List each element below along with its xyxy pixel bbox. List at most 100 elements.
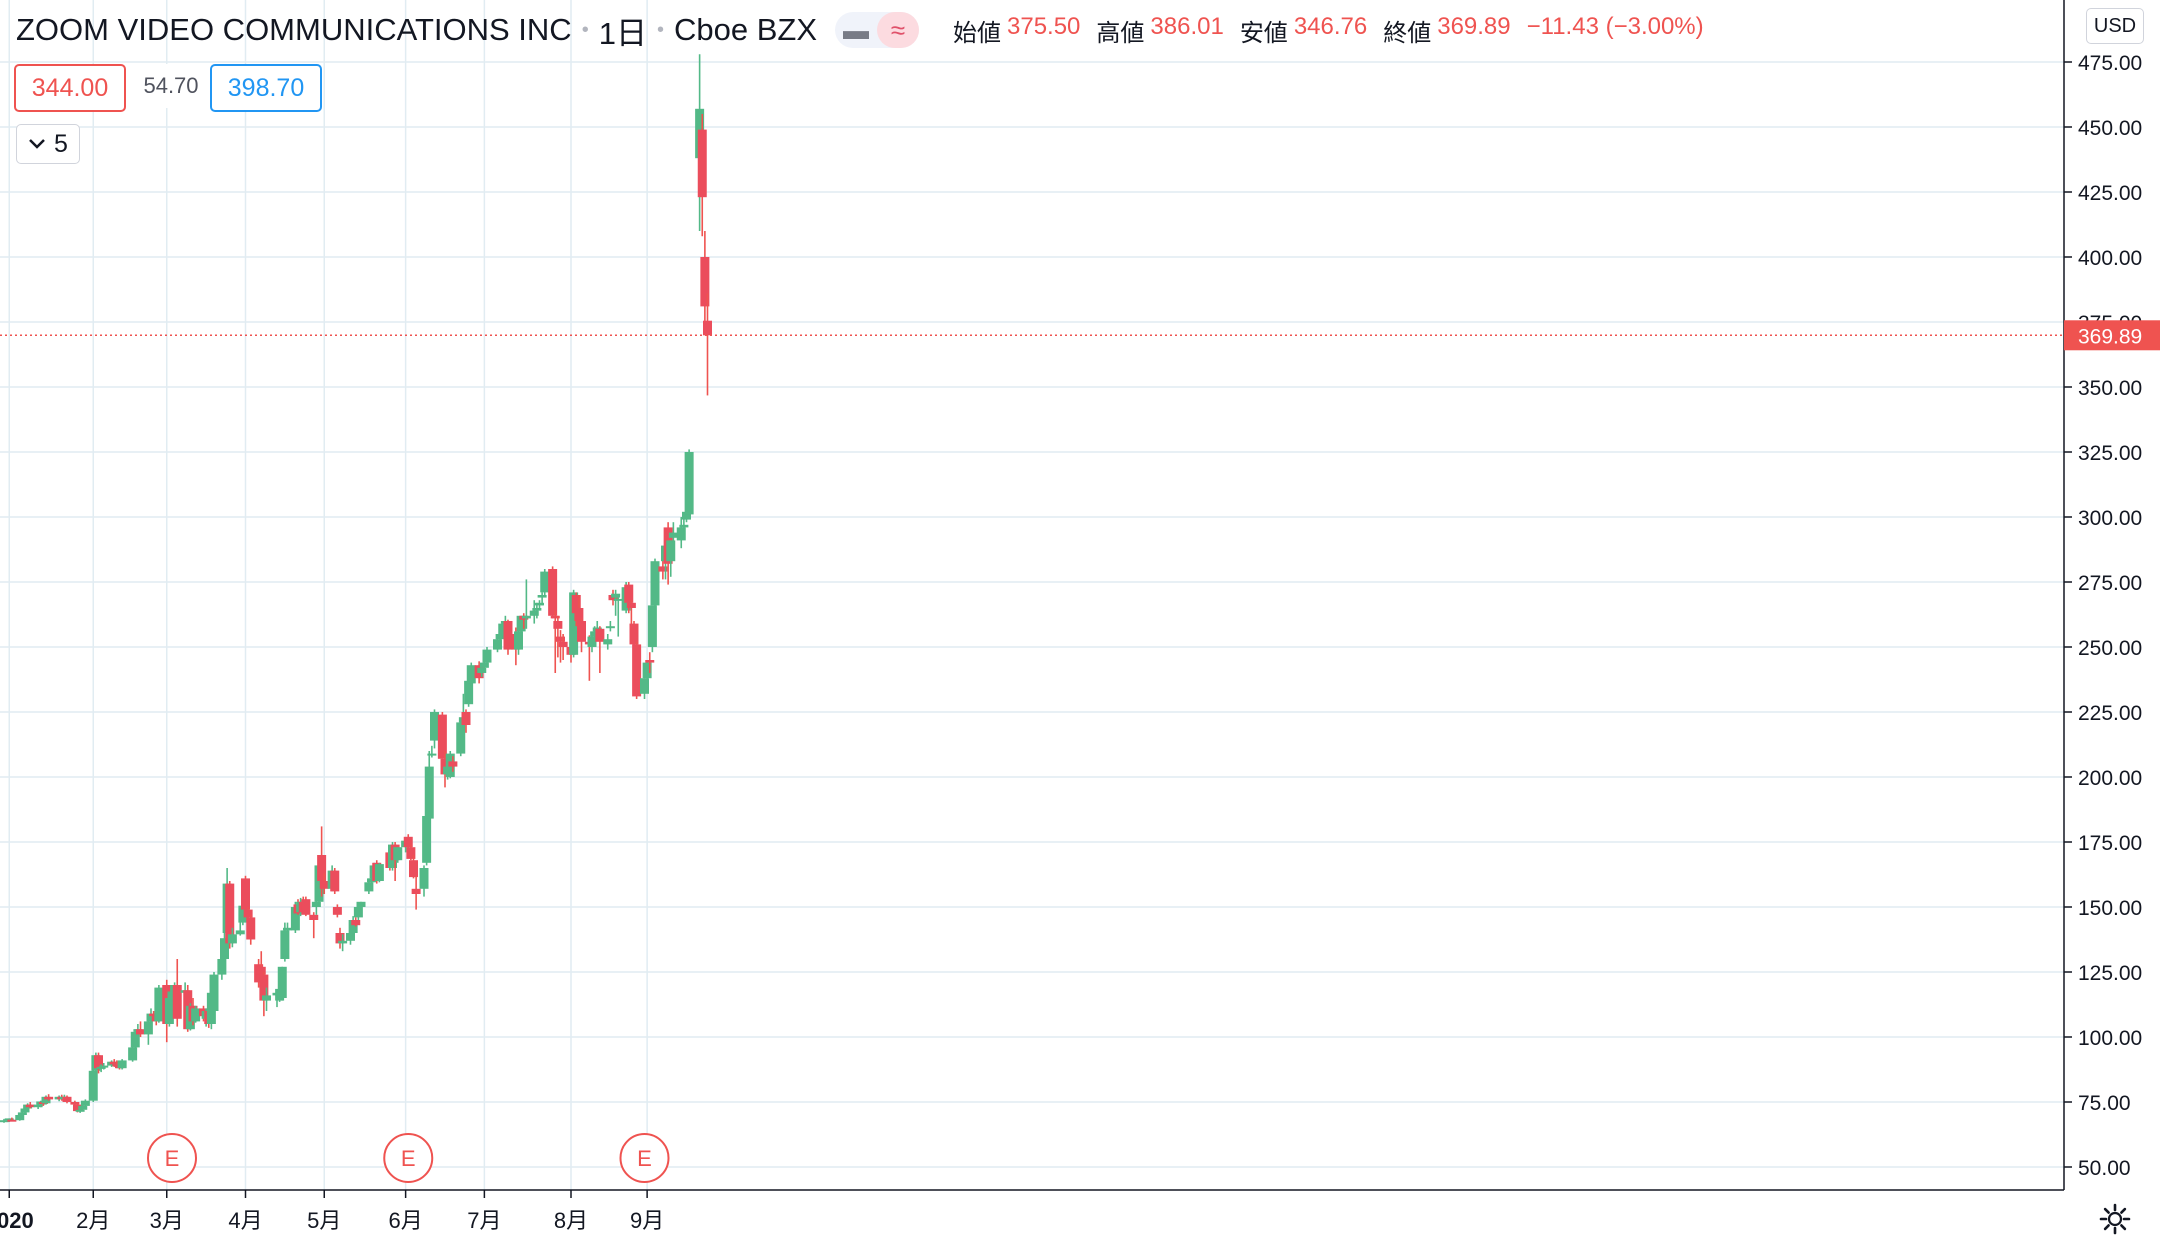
candle-body [317, 855, 327, 881]
candle-body [117, 1060, 127, 1069]
candle-body [477, 667, 487, 673]
candle-body [430, 712, 439, 741]
candle-body [335, 933, 345, 944]
candle-body [70, 1102, 80, 1105]
time-tick-label: 9月 [630, 1208, 664, 1233]
spread-value: 54.70 [136, 64, 206, 108]
settings-gear-icon[interactable] [2098, 1202, 2132, 1236]
candle-body [4, 1118, 14, 1121]
minus-icon[interactable]: ▬ [843, 14, 869, 45]
indicators-collapse-button[interactable]: 5 [16, 124, 80, 164]
price-tick-label: 125.00 [2078, 962, 2142, 985]
price-tick-label: 475.00 [2078, 52, 2142, 75]
candle-body [393, 847, 403, 861]
candle-body [351, 920, 361, 926]
candle-body [676, 527, 686, 541]
candle-body [149, 1013, 159, 1017]
price-tick-label: 400.00 [2078, 247, 2142, 270]
candle-body [424, 766, 434, 819]
earnings-marker-label: E [637, 1146, 652, 1171]
candle-body [516, 615, 526, 632]
earnings-marker-icon[interactable] [147, 1133, 197, 1183]
price-tick-label: 50.00 [2078, 1157, 2131, 1180]
high-value: 386.01 [1150, 12, 1224, 40]
candle-body [319, 881, 329, 889]
candle-body [17, 1112, 27, 1115]
currency-button[interactable]: USD [2086, 8, 2144, 44]
interval-label[interactable]: 1日 [598, 15, 647, 51]
candle-body [437, 714, 447, 759]
candle-body [20, 1108, 30, 1113]
candle-body [532, 608, 542, 611]
candle-body [99, 1065, 109, 1068]
candle-body [679, 524, 689, 528]
candle-body [146, 1013, 156, 1022]
change-value: −11.43 (−3.00%) [1526, 12, 1704, 40]
price-tick-label: 300.00 [2078, 507, 2142, 530]
price-tick-label: 425.00 [2078, 182, 2142, 205]
earnings-marker-icon[interactable] [383, 1133, 434, 1183]
candle-body [456, 722, 466, 754]
candle-body [406, 847, 416, 859]
candle-body [556, 636, 565, 642]
candle-body [88, 1070, 98, 1101]
price-tick-label: 225.00 [2078, 702, 2142, 725]
open-label: 始値 [953, 19, 1001, 47]
candle-body [605, 626, 615, 629]
sell-price-button[interactable]: 344.00 [14, 64, 126, 112]
candle-body [311, 901, 321, 907]
candle-body [225, 883, 235, 944]
candle-body [217, 959, 227, 975]
candle-body [332, 907, 342, 915]
exchange-label: Cboe BZX [673, 12, 817, 47]
candle-body [684, 452, 694, 515]
candle-body [227, 934, 237, 944]
price-tick-label: 450.00 [2078, 117, 2142, 140]
candle-body [301, 899, 311, 915]
separator-dot-icon: • [656, 18, 664, 41]
candle-body [109, 1061, 119, 1065]
earnings-marker-icon[interactable] [619, 1133, 670, 1183]
candle-body [220, 938, 229, 959]
candle-body [154, 987, 164, 1022]
candle-body [647, 605, 657, 647]
time-axis[interactable]: 2020 2月 3月 4月 5月 6月 7月 8月 9月 [0, 1189, 2064, 1233]
time-tick-label: 7月 [467, 1208, 501, 1233]
price-tick-label: 75.00 [2078, 1092, 2131, 1115]
chart-mode-toggle[interactable]: ▬ ≈ [835, 12, 919, 48]
candle-body [550, 615, 560, 619]
candle-body [277, 966, 287, 998]
price-tick-label: 100.00 [2078, 1027, 2142, 1050]
symbol-name[interactable]: ZOOM VIDEO COMMUNICATIONS INC [16, 12, 572, 47]
candle-body [479, 662, 489, 668]
candle-body [642, 662, 652, 679]
candle-body [209, 974, 219, 1011]
price-tick-label: 175.00 [2078, 832, 2142, 855]
buy-price-button[interactable]: 398.70 [210, 64, 322, 112]
high-label: 高値 [1096, 19, 1145, 47]
candle-body [353, 907, 363, 918]
candle-body [464, 680, 474, 705]
time-tick-label: 4月 [228, 1208, 262, 1233]
candle-body [262, 995, 271, 1001]
price-tick-label: 325.00 [2078, 442, 2142, 465]
candle-body [241, 878, 250, 910]
approx-icon[interactable]: ≈ [877, 12, 919, 48]
candle-body [290, 907, 300, 931]
time-tick-label: 8月 [554, 1208, 588, 1233]
last-price-tag [2064, 320, 2160, 351]
time-tick-label: 3月 [150, 1208, 184, 1233]
chevron-down-icon [29, 139, 45, 149]
candle-body [629, 623, 639, 645]
chart-legend-header: ZOOM VIDEO COMMUNICATIONS INC • 1日 • Cbo… [16, 8, 1714, 52]
candle-body [356, 901, 366, 907]
candle-body [611, 593, 621, 598]
candle-body [493, 639, 502, 650]
candle-body [403, 836, 413, 848]
candle-body [367, 878, 376, 883]
close-value: 369.89 [1437, 12, 1511, 40]
earnings-marker-label: E [165, 1146, 180, 1171]
price-axis[interactable]: 50.00 75.00 100.00 125.00 150.00 175.00 200.00… [2063, 0, 2160, 1190]
